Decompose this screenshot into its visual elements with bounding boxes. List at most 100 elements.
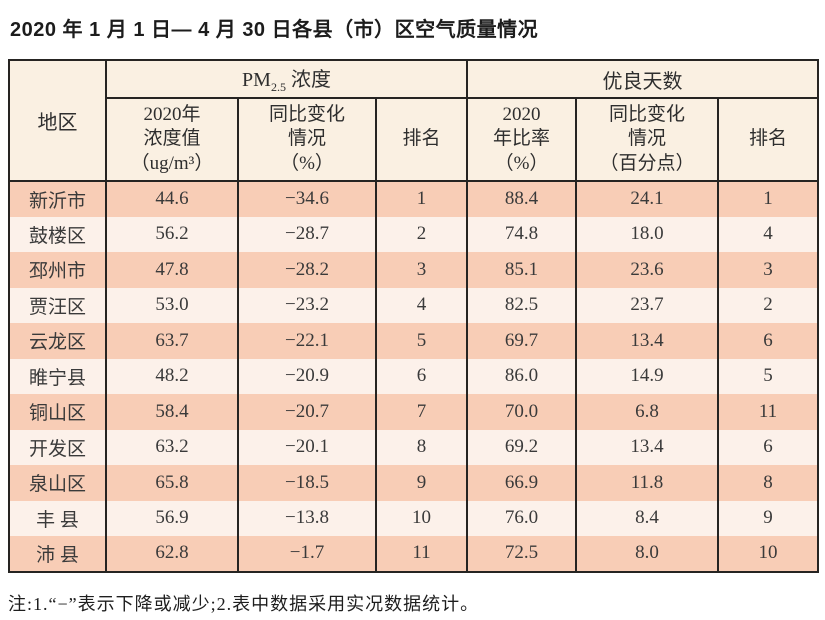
good-rate-cell: 72.5	[466, 536, 577, 572]
good-rank-cell: 6	[717, 429, 819, 465]
good-rank-cell: 4	[717, 216, 819, 252]
table-body: 新沂市 44.6 −34.6 1 88.4 24.1 1 鼓楼区 56.2 −2…	[8, 181, 819, 572]
table-header: 地区 PM2.5 浓度 优良天数 2020年 浓度值 （ug/m³） 同比变化 …	[8, 60, 819, 182]
good-change-cell: 8.0	[575, 536, 719, 572]
good-change-cell: 23.6	[575, 252, 719, 288]
pm-change-cell: −13.8	[237, 500, 377, 536]
pm-value-cell: 47.8	[105, 252, 239, 288]
region-cell: 新沂市	[8, 181, 107, 217]
good-rate-cell: 74.8	[466, 216, 577, 252]
good-change-cell: 11.8	[575, 465, 719, 501]
region-cell: 丰 县	[8, 500, 107, 536]
table-row: 沛 县 62.8 −1.7 11 72.5 8.0 10	[8, 536, 819, 572]
region-cell: 云龙区	[8, 323, 107, 359]
pm25-group-header: PM2.5 浓度	[105, 60, 468, 99]
table-row: 泉山区 65.8 −18.5 9 66.9 11.8 8	[8, 465, 819, 501]
good-change-cell: 8.4	[575, 500, 719, 536]
pm-rank-cell: 6	[375, 358, 468, 394]
pm-change-header: 同比变化 情况 （%）	[237, 98, 377, 182]
region-cell: 泉山区	[8, 465, 107, 501]
good-change-header: 同比变化 情况 （百分点）	[575, 98, 719, 182]
pm-rank-cell: 7	[375, 394, 468, 430]
good-change-cell: 23.7	[575, 287, 719, 323]
table-row: 贾汪区 53.0 −23.2 4 82.5 23.7 2	[8, 287, 819, 323]
pm-value-cell: 44.6	[105, 181, 239, 217]
pm-change-cell: −20.1	[237, 429, 377, 465]
good-rank-cell: 10	[717, 536, 819, 572]
table-row: 铜山区 58.4 −20.7 7 70.0 6.8 11	[8, 394, 819, 430]
pm-value-cell: 53.0	[105, 287, 239, 323]
pm-rank-cell: 5	[375, 323, 468, 359]
good-rank-cell: 5	[717, 358, 819, 394]
pm-value-cell: 62.8	[105, 536, 239, 572]
pm-value-cell: 63.2	[105, 429, 239, 465]
good-rank-cell: 3	[717, 252, 819, 288]
pm-change-cell: −20.9	[237, 358, 377, 394]
pm-rank-cell: 8	[375, 429, 468, 465]
page-title: 2020 年 1 月 1 日— 4 月 30 日各县（市）区空气质量情况	[10, 19, 539, 41]
pm-rank-header: 排名	[375, 98, 468, 182]
pm25-label-rest: 浓度	[285, 69, 331, 91]
region-cell: 沛 县	[8, 536, 107, 572]
table-row: 睢宁县 48.2 −20.9 6 86.0 14.9 5	[8, 358, 819, 394]
pm-rank-cell: 3	[375, 252, 468, 288]
good-rate-cell: 66.9	[466, 465, 577, 501]
table-row: 新沂市 44.6 −34.6 1 88.4 24.1 1	[8, 181, 819, 217]
table-row: 云龙区 63.7 −22.1 5 69.7 13.4 6	[8, 323, 819, 359]
good-rank-cell: 9	[717, 500, 819, 536]
good-rate-cell: 76.0	[466, 500, 577, 536]
good-rank-header: 排名	[717, 98, 819, 182]
pm-rank-cell: 10	[375, 500, 468, 536]
good-change-cell: 14.9	[575, 358, 719, 394]
good-rate-cell: 86.0	[466, 358, 577, 394]
pm-change-cell: −28.2	[237, 252, 377, 288]
pm-change-cell: −22.1	[237, 323, 377, 359]
good-rate-cell: 69.7	[466, 323, 577, 359]
table-row: 邳州市 47.8 −28.2 3 85.1 23.6 3	[8, 252, 819, 288]
pm-change-cell: −20.7	[237, 394, 377, 430]
pm25-label-base: PM	[242, 69, 271, 91]
pm-value-cell: 56.2	[105, 216, 239, 252]
pm-value-cell: 58.4	[105, 394, 239, 430]
group-header-row: 地区 PM2.5 浓度 优良天数	[8, 60, 819, 182]
table-row: 鼓楼区 56.2 −28.7 2 74.8 18.0 4	[8, 216, 819, 252]
pm-rank-cell: 1	[375, 181, 468, 217]
good-rank-cell: 6	[717, 323, 819, 359]
pm-change-cell: −18.5	[237, 465, 377, 501]
sub-header-row: 2020年 浓度值 （ug/m³） 同比变化 情况 （%） 排名 2020 年比…	[9, 98, 819, 182]
good-rate-cell: 82.5	[466, 287, 577, 323]
pm-change-cell: −28.7	[237, 216, 377, 252]
pm-change-cell: −34.6	[237, 181, 377, 217]
pm25-label-subscript: 2.5	[270, 80, 286, 94]
region-cell: 睢宁县	[8, 358, 107, 394]
pm-value-cell: 65.8	[105, 465, 239, 501]
region-header: 地区	[8, 60, 107, 182]
pm-rank-cell: 9	[375, 465, 468, 501]
good-rate-cell: 85.1	[466, 252, 577, 288]
good-rank-cell: 2	[717, 287, 819, 323]
air-quality-table: 地区 PM2.5 浓度 优良天数 2020年 浓度值 （ug/m³） 同比变化 …	[8, 59, 819, 573]
table-row: 开发区 63.2 −20.1 8 69.2 13.4 6	[8, 429, 819, 465]
good-days-group-header: 优良天数	[466, 60, 819, 99]
footnote: 注:1.“−”表示下降或减少;2.表中数据采用实况数据统计。	[8, 593, 480, 614]
region-cell: 贾汪区	[8, 287, 107, 323]
region-cell: 铜山区	[8, 394, 107, 430]
region-cell: 鼓楼区	[8, 216, 107, 252]
pm-value-cell: 63.7	[105, 323, 239, 359]
table-row: 丰 县 56.9 −13.8 10 76.0 8.4 9	[8, 500, 819, 536]
pm-value-header: 2020年 浓度值 （ug/m³）	[105, 98, 239, 182]
good-change-cell: 13.4	[575, 323, 719, 359]
good-rank-cell: 8	[717, 465, 819, 501]
good-rate-cell: 69.2	[466, 429, 577, 465]
good-rate-cell: 70.0	[466, 394, 577, 430]
pm-rank-cell: 2	[375, 216, 468, 252]
region-cell: 开发区	[8, 429, 107, 465]
pm-value-cell: 56.9	[105, 500, 239, 536]
good-change-cell: 24.1	[575, 181, 719, 217]
pm-value-cell: 48.2	[105, 358, 239, 394]
good-rate-header: 2020 年比率 （%）	[466, 98, 577, 182]
pm-rank-cell: 4	[375, 287, 468, 323]
good-rank-cell: 1	[717, 181, 819, 217]
region-cell: 邳州市	[8, 252, 107, 288]
good-change-cell: 6.8	[575, 394, 719, 430]
